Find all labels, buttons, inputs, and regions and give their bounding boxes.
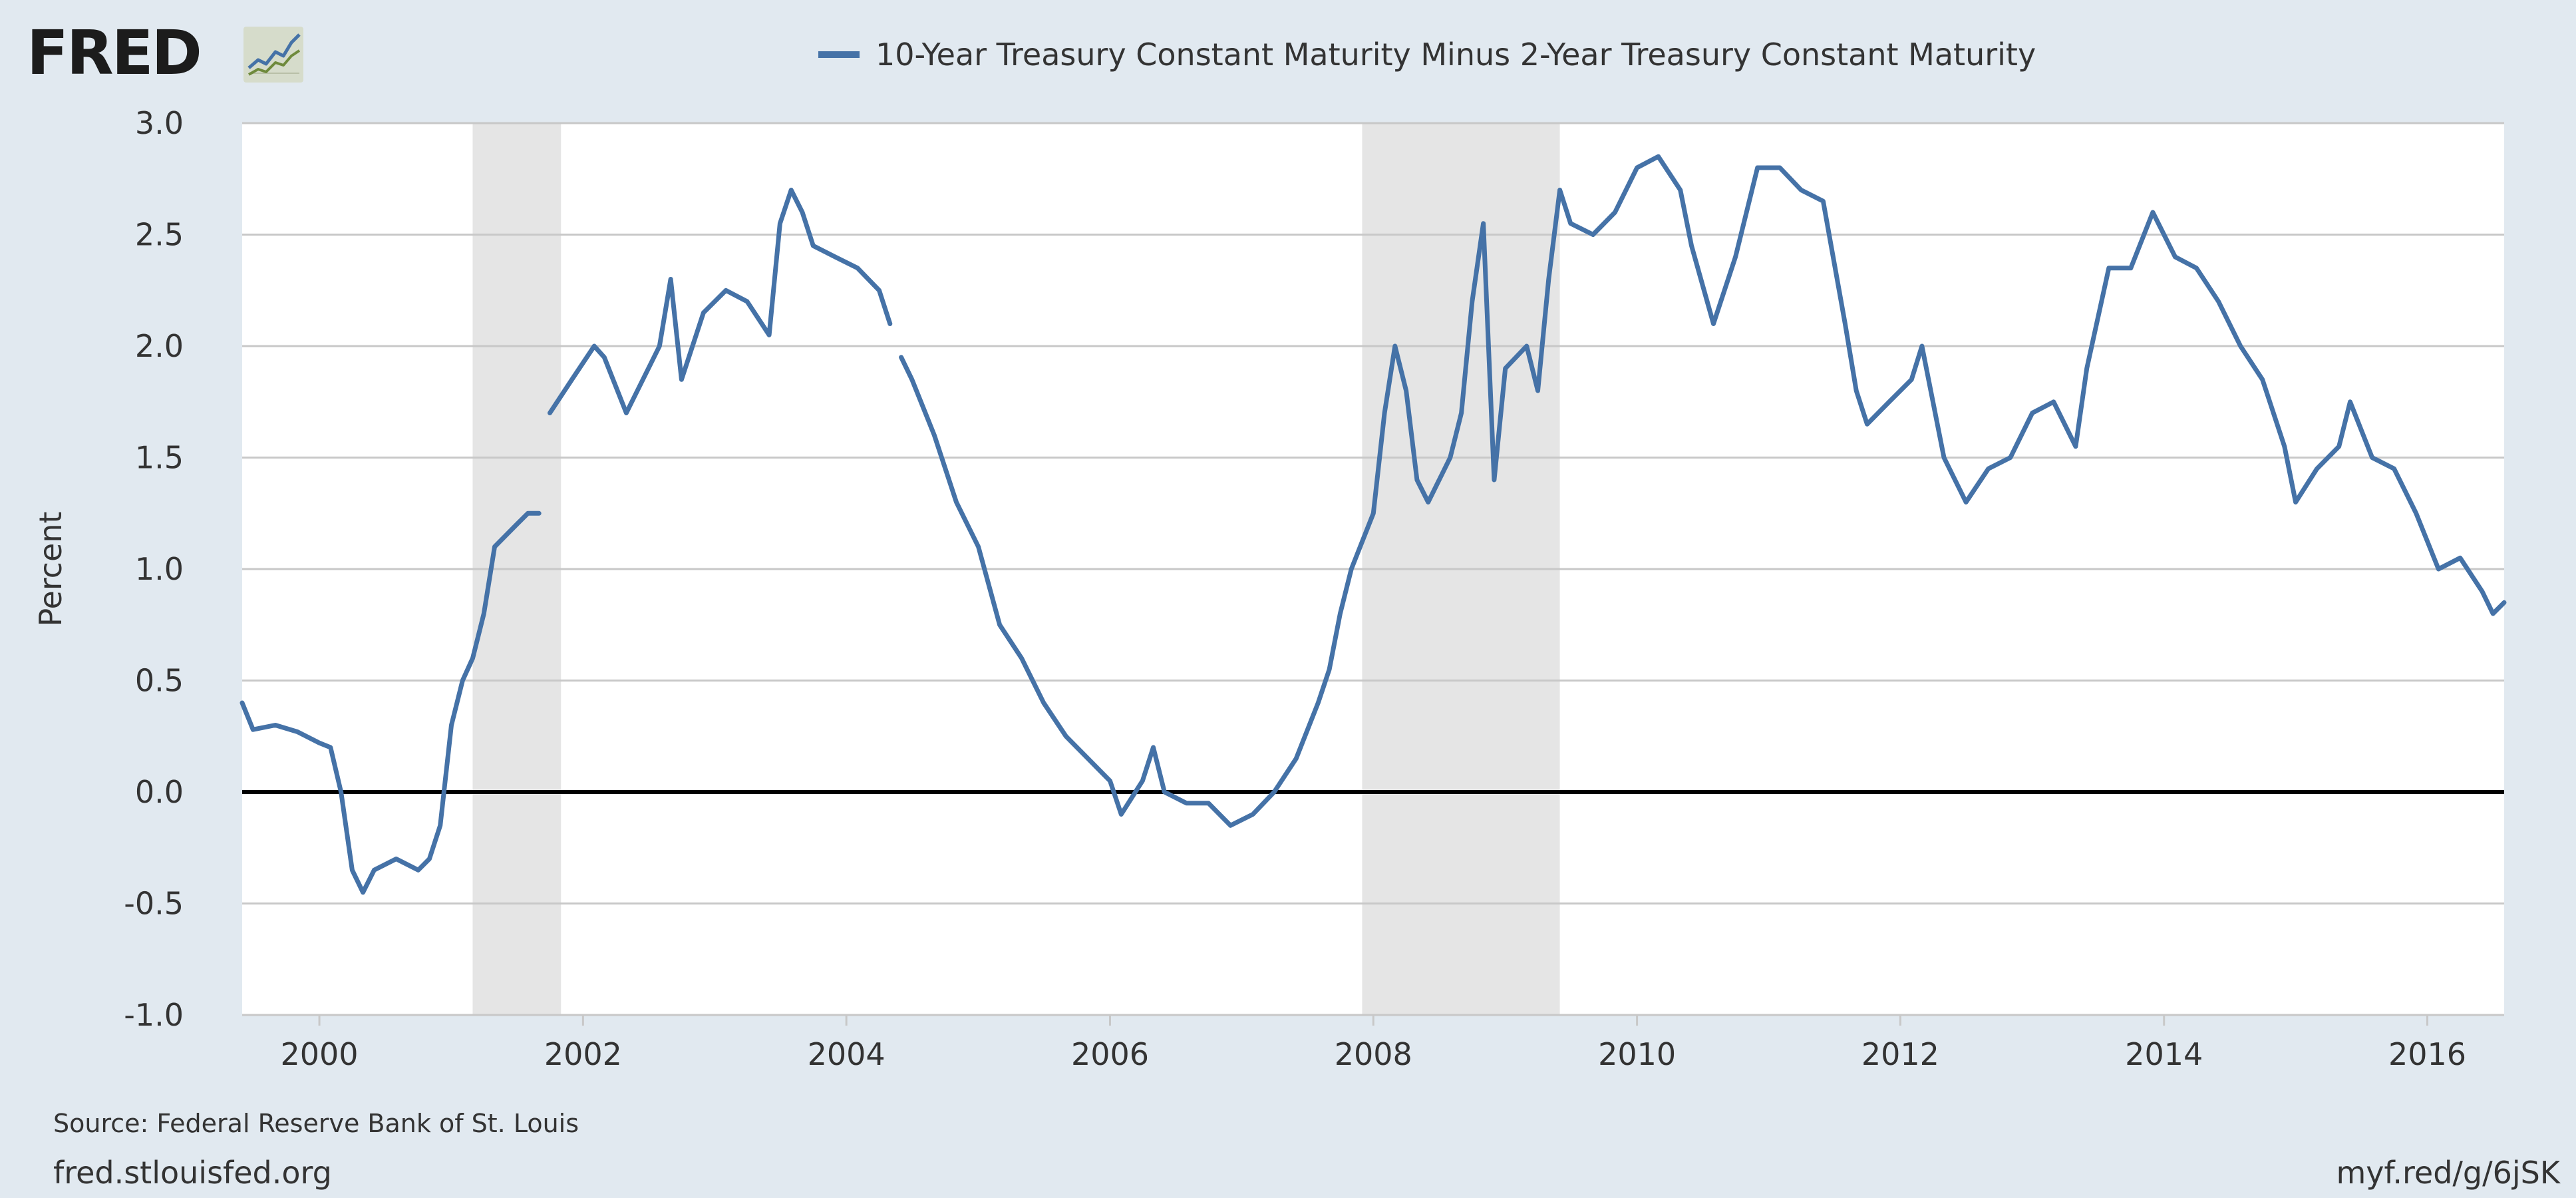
- short-link[interactable]: myf.red/g/6jSK: [2336, 1155, 2560, 1191]
- fred-logo-text: FRED: [27, 17, 202, 89]
- y-tick-label: 0.5: [135, 663, 184, 699]
- x-tick-label: 2000: [280, 1036, 358, 1072]
- x-tick-label: 2016: [2388, 1036, 2466, 1072]
- x-axis-ticks: 2000 2002 2004 2006 2008 2010 2012 2014 2016: [280, 1015, 2466, 1072]
- y-tick-label: -0.5: [124, 886, 184, 922]
- legend-series-label: 10-Year Treasury Constant Maturity Minus…: [876, 37, 2036, 73]
- site-link[interactable]: fred.stlouisfed.org: [53, 1155, 332, 1191]
- y-axis-ticks: -1.0 -0.5 0.0 0.5 1.0 1.5 2.0 2.5 3.0: [124, 105, 184, 1033]
- x-tick-label: 2008: [1335, 1036, 1412, 1072]
- y-tick-label: 2.0: [135, 328, 184, 364]
- x-tick-label: 2006: [1071, 1036, 1149, 1072]
- x-tick-label: 2014: [2125, 1036, 2203, 1072]
- y-tick-label: 0.0: [135, 774, 184, 810]
- y-tick-label: 1.0: [135, 551, 184, 587]
- fred-line-graph-icon: [243, 27, 303, 83]
- x-tick-label: 2002: [544, 1036, 622, 1072]
- y-tick-label: 2.5: [135, 217, 184, 253]
- x-tick-label: 2010: [1598, 1036, 1676, 1072]
- legend-swatch: [818, 51, 860, 58]
- series-line: [240, 154, 2507, 895]
- y-tick-label: 1.5: [135, 440, 184, 476]
- y-tick-label: 3.0: [135, 105, 184, 141]
- fred-logo[interactable]: FRED: [27, 20, 313, 87]
- chart-legend[interactable]: 10-Year Treasury Constant Maturity Minus…: [818, 28, 2036, 81]
- x-tick-label: 2012: [1861, 1036, 1939, 1072]
- y-tick-label: -1.0: [124, 997, 184, 1033]
- y-axis-label: Percent: [33, 511, 69, 626]
- source-note: Source: Federal Reserve Bank of St. Loui…: [53, 1109, 579, 1138]
- x-tick-label: 2004: [808, 1036, 886, 1072]
